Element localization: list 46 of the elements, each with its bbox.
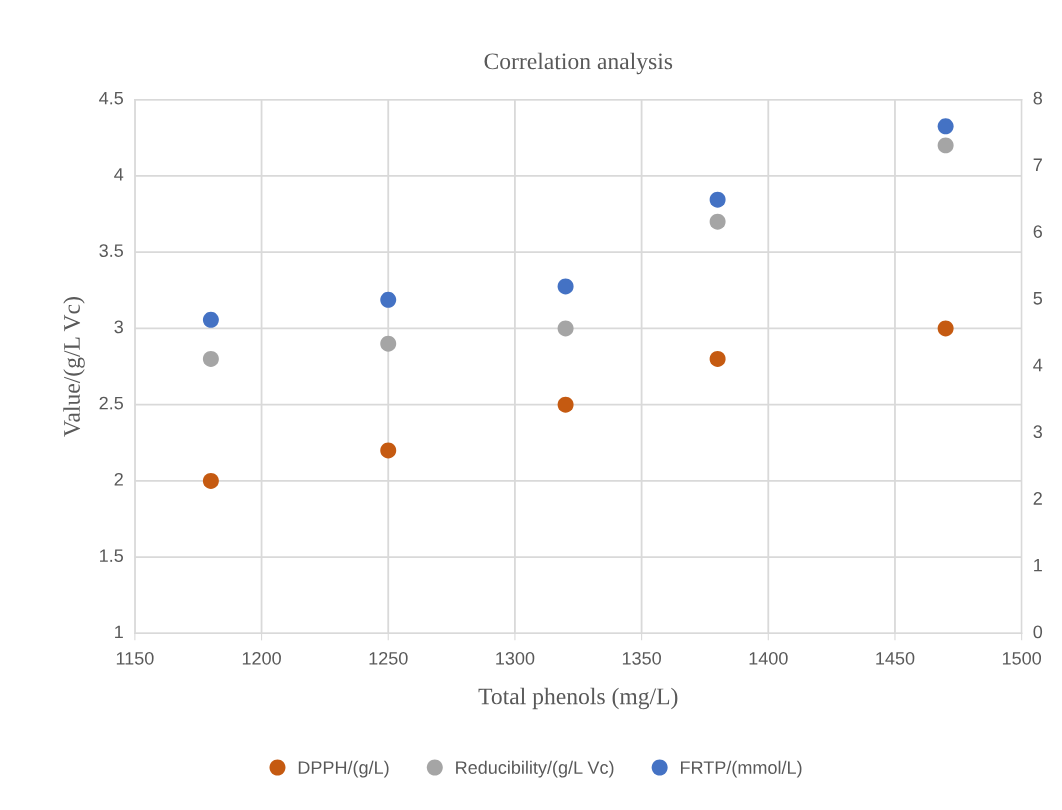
y2-tick-label: 1	[1034, 558, 1042, 572]
y2-tick-label: 3	[1033, 425, 1042, 439]
chart-title: Correlation analysis	[484, 52, 673, 75]
y-tick-label: 1.5	[100, 549, 124, 563]
legend-label: DPPH/(g/L)	[298, 760, 389, 778]
point	[709, 213, 726, 230]
x-tick-label: 1450	[876, 651, 915, 665]
x-tick-label: 1300	[496, 651, 535, 665]
y2-tick-label: 8	[1033, 91, 1043, 105]
point	[202, 311, 219, 328]
y2-tick-label: 4	[1033, 358, 1043, 372]
point	[937, 118, 954, 135]
y-tick-label: 3	[114, 320, 123, 334]
y-axis-title: Value/(g/L Vc)	[63, 297, 85, 437]
legend-label: FRTP/(mmol/L)	[681, 760, 802, 778]
x-tick-label: 1150	[116, 651, 154, 665]
x-axis-title: Total phenols (mg/L)	[478, 687, 678, 710]
point	[709, 350, 726, 367]
y-tick-label: 1	[115, 625, 123, 639]
point	[937, 137, 954, 154]
y2-tick-label: 7	[1033, 158, 1042, 172]
y2-tick-label: 5	[1033, 292, 1043, 305]
point	[202, 472, 219, 489]
point	[380, 442, 397, 459]
point	[202, 350, 219, 367]
x-tick-label: 1500	[1002, 651, 1042, 665]
y-tick-label: 3.5	[99, 244, 124, 257]
point	[709, 191, 726, 208]
y2-tick-label: 2	[1033, 492, 1042, 505]
x-tick-label: 1400	[749, 651, 788, 665]
y-tick-label: 4	[114, 168, 124, 181]
y-tick-label: 2.5	[99, 396, 124, 410]
point	[557, 320, 574, 337]
point	[557, 278, 574, 295]
y2-tick-label: 6	[1033, 225, 1042, 238]
y-tick-label: 4.5	[99, 91, 124, 105]
legend-label: Reducibility/(g/L Vc)	[456, 760, 614, 778]
point	[557, 396, 574, 413]
y-tick-label: 2	[114, 472, 123, 486]
point	[380, 335, 397, 352]
x-tick-label: 1250	[369, 651, 408, 665]
point	[380, 291, 397, 308]
point	[937, 320, 954, 337]
y2-tick-label: 0	[1033, 625, 1043, 639]
x-tick-label: 1200	[242, 651, 281, 665]
x-tick-label: 1350	[622, 651, 661, 665]
